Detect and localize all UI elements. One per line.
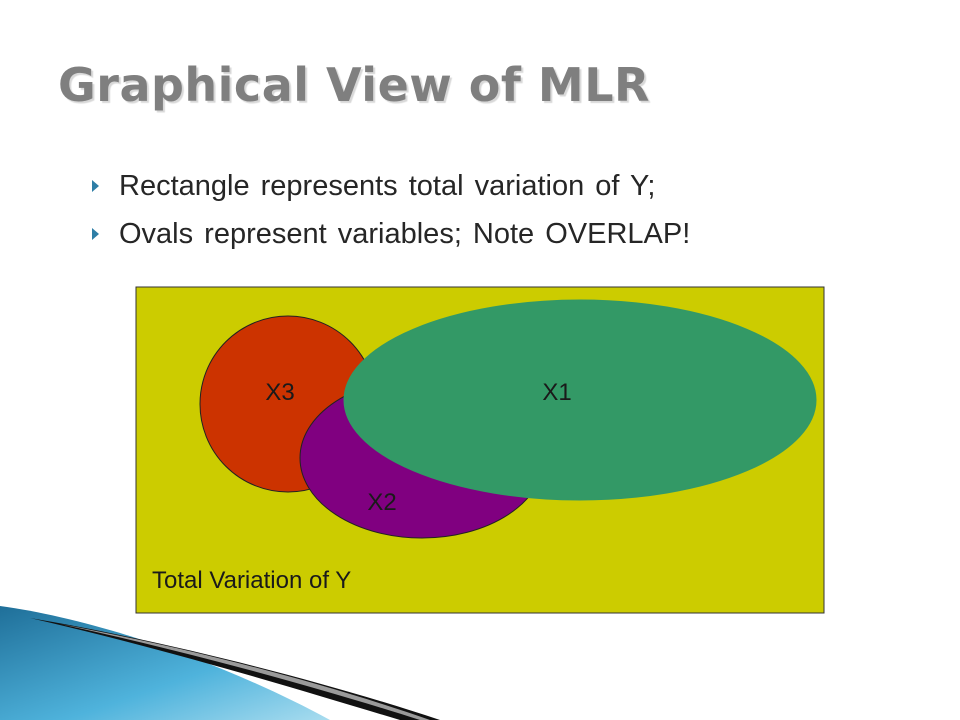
bullet-list: Rectangle represents total variation of … xyxy=(92,162,690,258)
rectangle-label: Total Variation of Y xyxy=(152,567,351,594)
bullet-text: Rectangle represents total variation of … xyxy=(119,169,656,202)
swoosh-gray xyxy=(60,624,430,720)
oval-x2-label: X2 xyxy=(367,489,396,516)
swoosh-blue xyxy=(0,606,330,720)
oval-x3-label: X3 xyxy=(265,379,294,406)
bullet-item: Ovals represent variables; Note OVERLAP! xyxy=(92,210,690,258)
bullet-arrow-icon xyxy=(92,180,99,192)
oval-x1-label: X1 xyxy=(542,379,571,406)
bullet-item: Rectangle represents total variation of … xyxy=(92,162,690,210)
oval-x1 xyxy=(343,299,817,501)
bullet-text: Ovals represent variables; Note OVERLAP! xyxy=(119,217,691,250)
bullet-arrow-icon xyxy=(92,228,99,240)
slide-title: Graphical View of MLR xyxy=(58,58,650,112)
